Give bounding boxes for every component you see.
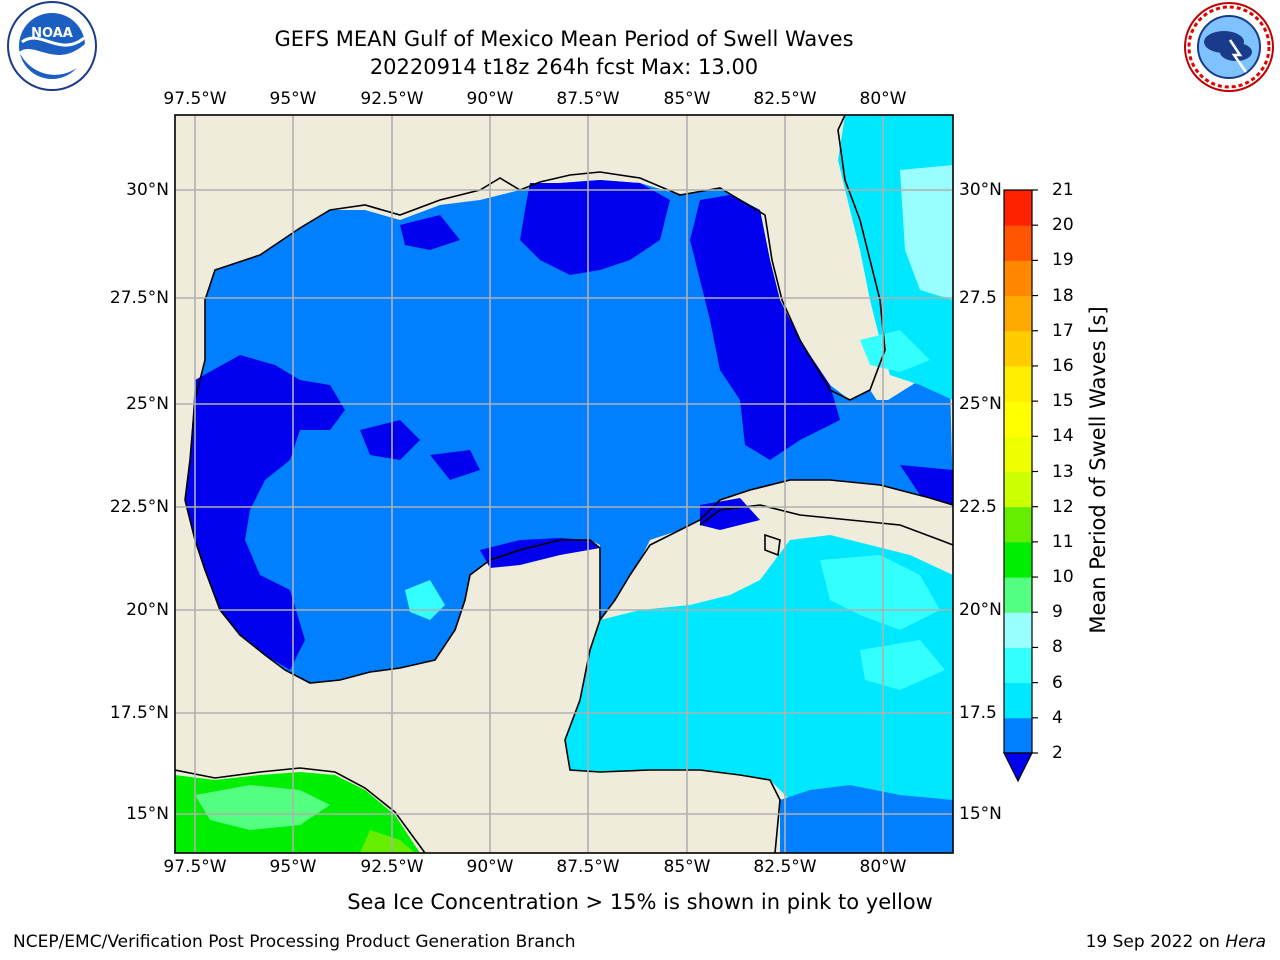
lat-label: 15°N <box>126 804 169 824</box>
colorbar-tick-label: 16 <box>1052 355 1074 376</box>
colorbar-tick-label: 10 <box>1052 567 1074 588</box>
colorbar-tick-label: 9 <box>1052 602 1063 623</box>
map-subtitle: 20220914 t18z 264h fcst Max: 13.00 <box>369 55 759 79</box>
lon-label: 92.5°W <box>360 857 424 877</box>
lon-label: 95°W <box>269 857 317 877</box>
lat-label: 22.5 <box>959 497 997 517</box>
colorbar-segment <box>1004 541 1032 578</box>
lon-label: 82.5°W <box>753 857 817 877</box>
gridlines <box>175 115 953 853</box>
colorbar-segment <box>1004 436 1032 472</box>
colorbar-tick-label: 18 <box>1052 285 1074 306</box>
colorbar-tick-label: 11 <box>1052 531 1074 552</box>
colorbar-tick-label: 17 <box>1052 320 1074 341</box>
lon-label: 95°W <box>269 89 317 109</box>
lat-label: 27.5 <box>959 288 997 308</box>
footer-credit: NCEP/EMC/Verification Post Processing Pr… <box>13 932 576 952</box>
colorbar-tick-label: 2 <box>1052 743 1063 763</box>
colorbar-segment <box>1004 471 1032 508</box>
lat-label: 17.5°N <box>109 703 169 723</box>
colorbar-tick-label: 6 <box>1052 672 1063 693</box>
lat-label: 27.5°N <box>109 288 169 308</box>
colorbar-tick-label: 20 <box>1052 215 1074 236</box>
colorbar-segment <box>1004 225 1032 261</box>
colorbar-segment <box>1004 190 1032 226</box>
colorbar-segment <box>1004 260 1032 297</box>
noaa-logo-text: NOAA <box>31 26 73 41</box>
footer-date: 19 Sep 2022 on Hera <box>1086 932 1266 952</box>
lat-label: 22.5°N <box>109 497 169 517</box>
lat-label: 20°N <box>126 600 169 620</box>
colorbar-segment <box>1004 506 1032 543</box>
colorbar-title: Mean Period of Swell Waves [s] <box>1086 306 1110 634</box>
caribbean-light-patches <box>405 555 945 690</box>
noaa-logo: NOAA <box>7 1 97 91</box>
colorbar-segment <box>1004 401 1032 437</box>
colorbar-segment <box>1004 717 1032 754</box>
colorbar-tick-label: 4 <box>1052 707 1063 728</box>
map-area <box>175 115 953 853</box>
atlantic-mid-patch <box>860 330 930 372</box>
lon-label: 85°W <box>663 89 711 109</box>
colorbar-segment <box>1004 577 1032 613</box>
lat-label: 30°N <box>126 180 169 200</box>
bahamas-dark-patch <box>900 465 953 505</box>
colorbar-segment <box>1004 365 1032 402</box>
map-title: GEFS MEAN Gulf of Mexico Mean Period of … <box>274 27 854 51</box>
pacific-yellowgreen-patch <box>360 830 415 853</box>
colorbar-segment <box>1004 612 1032 648</box>
colorbar-tick-label: 21 <box>1052 180 1074 200</box>
colorbar-tick-label: 12 <box>1052 496 1074 517</box>
colorbar-segment <box>1004 295 1032 332</box>
lon-label: 97.5°W <box>163 89 227 109</box>
long-period-patches <box>185 180 840 670</box>
lat-label: 25°N <box>126 394 169 414</box>
colorbar-extend-arrow <box>1003 752 1033 783</box>
lon-label: 80°W <box>859 857 907 877</box>
lon-label: 90°W <box>466 857 514 877</box>
lat-label: 30°N <box>959 180 1002 200</box>
colorbar-segment <box>1004 682 1032 719</box>
map-frame <box>174 114 954 854</box>
caribbean-south-field <box>780 785 953 853</box>
lat-label: 17.5 <box>959 703 997 723</box>
lat-label: 20°N <box>959 600 1002 620</box>
lat-label: 25°N <box>959 394 1002 414</box>
lon-label: 80°W <box>859 89 907 109</box>
lon-label: 87.5°W <box>556 89 620 109</box>
atlantic-light-patch <box>900 165 953 300</box>
sea-ice-note: Sea Ice Concentration > 15% is shown in … <box>347 890 933 914</box>
lon-label: 87.5°W <box>556 857 620 877</box>
pacific-light-patch <box>195 785 330 830</box>
colorbar-tick-label: 15 <box>1052 391 1074 412</box>
lat-label: 15°N <box>959 804 1002 824</box>
lon-label: 85°W <box>663 857 711 877</box>
lon-label: 92.5°W <box>360 89 424 109</box>
colorbar-segment <box>1004 647 1032 684</box>
colorbar-tick-label: 13 <box>1052 461 1074 482</box>
nws-logo <box>1184 2 1274 92</box>
lon-label: 82.5°W <box>753 89 817 109</box>
footer-machine: Hera <box>1225 932 1266 952</box>
lon-label: 90°W <box>466 89 514 109</box>
colorbar-tick-label: 8 <box>1052 637 1063 658</box>
colorbar-segment <box>1004 330 1032 367</box>
footer-date-text: 19 Sep 2022 on <box>1085 932 1226 952</box>
colorbar <box>1003 189 1038 783</box>
colorbar-tick-label: 19 <box>1052 250 1074 271</box>
colorbar-tick-label: 14 <box>1052 426 1074 447</box>
lon-label: 97.5°W <box>163 857 227 877</box>
